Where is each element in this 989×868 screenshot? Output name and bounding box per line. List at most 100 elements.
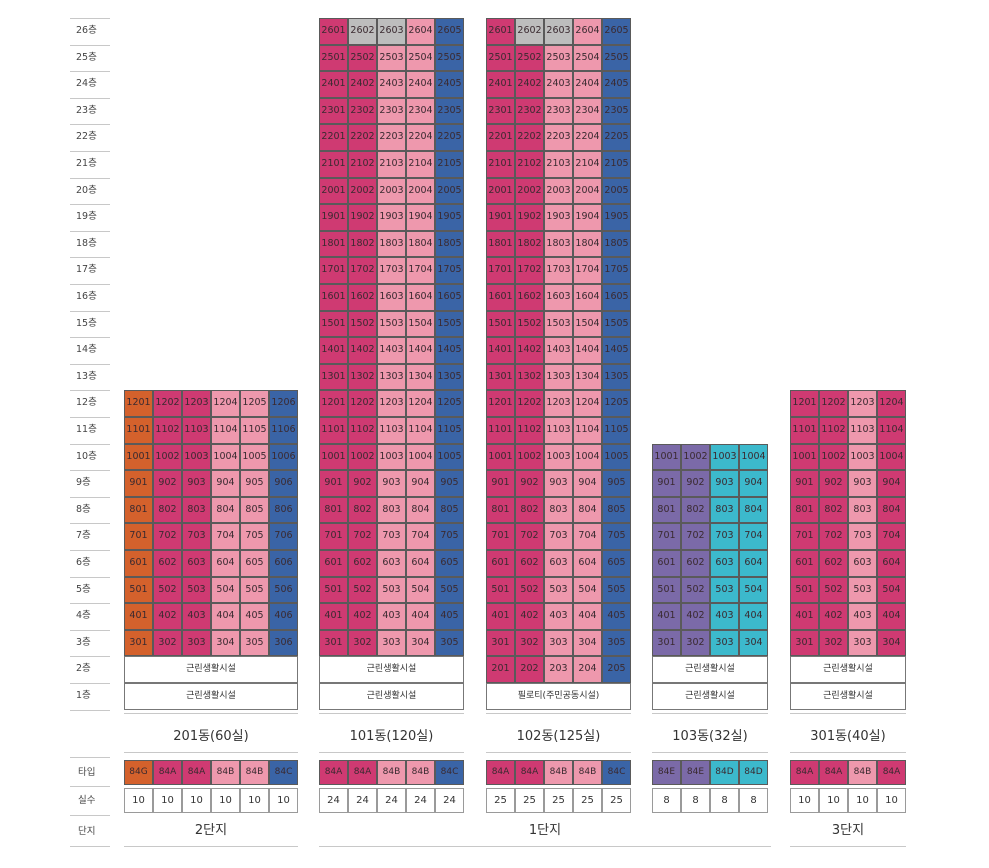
unit-cell[interactable]: 701 [790, 523, 819, 550]
unit-cell[interactable]: 403 [848, 603, 877, 630]
unit-cell[interactable]: 405 [602, 603, 631, 630]
unit-cell[interactable]: 301 [790, 629, 819, 657]
unit-cell[interactable]: 1803 [377, 230, 406, 258]
unit-cell[interactable]: 802 [348, 496, 377, 524]
unit-cell[interactable]: 505 [602, 576, 631, 604]
unit-cell[interactable]: 901 [319, 470, 348, 497]
unit-cell[interactable]: 702 [515, 523, 544, 550]
unit-cell[interactable]: 1101 [486, 417, 515, 444]
unit-cell[interactable]: 1205 [240, 390, 269, 417]
unit-cell[interactable]: 1701 [486, 257, 515, 284]
unit-cell[interactable]: 703 [377, 523, 406, 550]
unit-cell[interactable]: 1202 [348, 390, 377, 417]
unit-cell[interactable]: 1405 [435, 337, 464, 364]
unit-cell[interactable]: 2301 [486, 97, 515, 125]
unit-cell[interactable]: 406 [269, 603, 298, 630]
unit-cell[interactable]: 1704 [406, 257, 435, 284]
unit-cell[interactable]: 901 [124, 470, 153, 497]
unit-cell[interactable]: 902 [515, 470, 544, 497]
unit-cell[interactable]: 603 [848, 550, 877, 577]
unit-cell[interactable]: 1303 [544, 363, 573, 391]
unit-cell[interactable]: 903 [848, 470, 877, 497]
unit-cell[interactable]: 302 [515, 629, 544, 657]
unit-cell[interactable]: 2005 [602, 177, 631, 205]
unit-cell[interactable]: 1904 [573, 204, 602, 231]
unit-cell[interactable]: 801 [319, 496, 348, 524]
unit-cell[interactable]: 801 [652, 496, 681, 524]
unit-cell[interactable]: 2203 [544, 124, 573, 151]
unit-cell[interactable]: 2002 [515, 177, 544, 205]
unit-cell[interactable]: 1502 [348, 310, 377, 338]
unit-cell[interactable]: 501 [652, 576, 681, 604]
unit-cell[interactable]: 504 [573, 576, 602, 604]
unit-cell[interactable]: 601 [319, 550, 348, 577]
unit-cell[interactable]: 501 [486, 576, 515, 604]
unit-cell[interactable]: 1001 [319, 443, 348, 471]
unit-cell[interactable]: 1105 [240, 417, 269, 444]
unit-cell[interactable]: 1004 [406, 443, 435, 471]
unit-cell[interactable]: 2503 [544, 44, 573, 72]
unit-cell[interactable]: 302 [819, 629, 848, 657]
unit-cell[interactable]: 703 [544, 523, 573, 550]
unit-cell[interactable]: 803 [544, 496, 573, 524]
unit-cell[interactable]: 1103 [848, 417, 877, 444]
unit-cell[interactable]: 505 [240, 576, 269, 604]
unit-cell[interactable]: 401 [319, 603, 348, 630]
unit-cell[interactable]: 1001 [790, 443, 819, 471]
unit-cell[interactable]: 2401 [486, 71, 515, 98]
unit-cell[interactable]: 605 [602, 550, 631, 577]
unit-cell[interactable]: 2005 [435, 177, 464, 205]
unit-cell[interactable]: 1102 [348, 417, 377, 444]
unit-cell[interactable]: 204 [573, 656, 602, 683]
unit-cell[interactable]: 602 [153, 550, 182, 577]
unit-cell[interactable]: 1305 [602, 363, 631, 391]
unit-cell[interactable]: 1105 [602, 417, 631, 444]
unit-cell[interactable]: 1503 [377, 310, 406, 338]
unit-cell[interactable]: 1703 [544, 257, 573, 284]
unit-cell[interactable]: 802 [819, 496, 848, 524]
unit-cell[interactable]: 303 [710, 629, 739, 657]
unit-cell[interactable]: 2605 [435, 18, 464, 45]
unit-cell[interactable]: 601 [486, 550, 515, 577]
unit-cell[interactable]: 803 [182, 496, 211, 524]
unit-cell[interactable]: 1102 [153, 417, 182, 444]
unit-cell[interactable]: 2601 [486, 18, 515, 45]
unit-cell[interactable]: 1804 [406, 230, 435, 258]
unit-cell[interactable]: 2002 [348, 177, 377, 205]
unit-cell[interactable]: 301 [319, 629, 348, 657]
unit-cell[interactable]: 1605 [435, 284, 464, 311]
unit-cell[interactable]: 2004 [573, 177, 602, 205]
unit-cell[interactable]: 504 [739, 576, 768, 604]
unit-cell[interactable]: 804 [877, 496, 906, 524]
unit-cell[interactable]: 2104 [573, 151, 602, 178]
unit-cell[interactable]: 605 [435, 550, 464, 577]
unit-cell[interactable]: 1501 [319, 310, 348, 338]
unit-cell[interactable]: 1101 [319, 417, 348, 444]
unit-cell[interactable]: 1001 [124, 443, 153, 471]
unit-cell[interactable]: 1002 [153, 443, 182, 471]
unit-cell[interactable]: 804 [739, 496, 768, 524]
unit-cell[interactable]: 1603 [544, 284, 573, 311]
unit-cell[interactable]: 604 [573, 550, 602, 577]
unit-cell[interactable]: 1801 [486, 230, 515, 258]
unit-cell[interactable]: 2502 [515, 44, 544, 72]
unit-cell[interactable]: 902 [681, 470, 710, 497]
unit-cell[interactable]: 402 [681, 603, 710, 630]
unit-cell[interactable]: 1103 [182, 417, 211, 444]
unit-cell[interactable]: 1705 [602, 257, 631, 284]
unit-cell[interactable]: 2302 [348, 97, 377, 125]
unit-cell[interactable]: 2305 [602, 97, 631, 125]
unit-cell[interactable]: 1401 [319, 337, 348, 364]
unit-cell[interactable]: 1604 [573, 284, 602, 311]
unit-cell[interactable]: 2304 [573, 97, 602, 125]
unit-cell[interactable]: 403 [544, 603, 573, 630]
unit-cell[interactable]: 1001 [486, 443, 515, 471]
unit-cell[interactable]: 905 [435, 470, 464, 497]
unit-cell[interactable]: 1605 [602, 284, 631, 311]
unit-cell[interactable]: 2303 [377, 97, 406, 125]
unit-cell[interactable]: 1905 [435, 204, 464, 231]
unit-cell[interactable]: 1604 [406, 284, 435, 311]
unit-cell[interactable]: 2603 [544, 18, 573, 45]
unit-cell[interactable]: 2505 [602, 44, 631, 72]
unit-cell[interactable]: 1302 [348, 363, 377, 391]
